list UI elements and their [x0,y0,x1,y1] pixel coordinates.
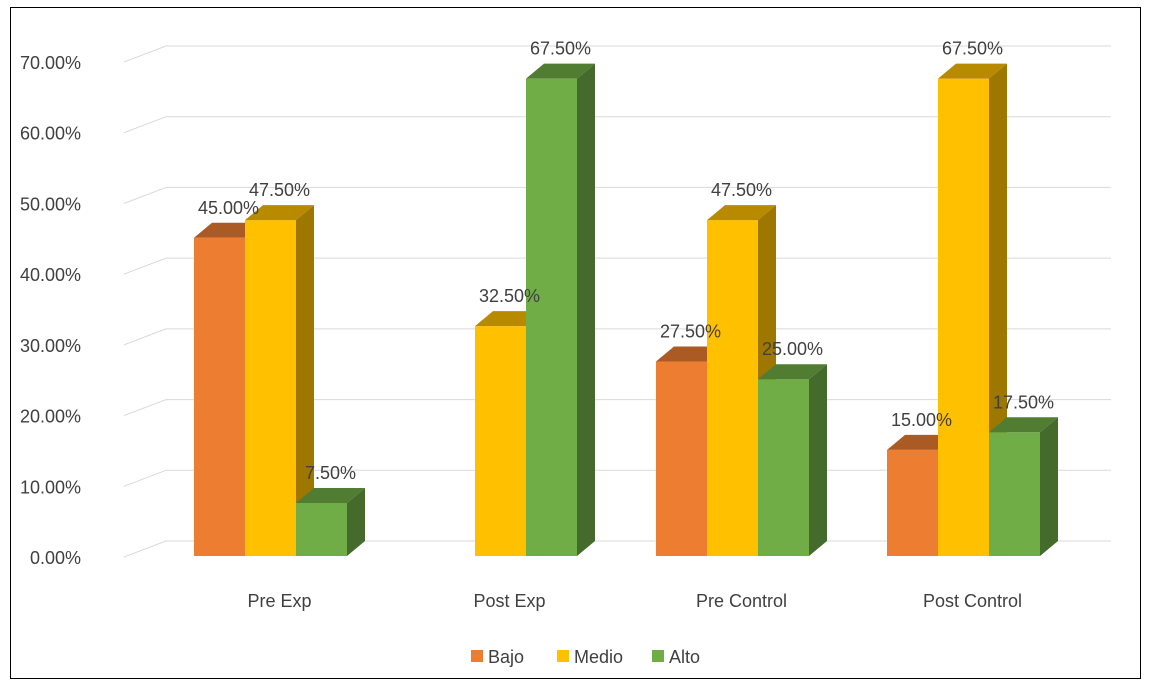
x-tick-label: Pre Control [696,591,787,611]
data-label: 45.00% [198,198,259,218]
bar-front [656,361,707,556]
legend-swatch [652,650,664,662]
gridline-depth [123,116,167,134]
legend-item: Medio [557,647,623,667]
gridline-depth [123,257,167,275]
data-label: 17.50% [993,392,1054,412]
legend-item: Bajo [471,647,524,667]
bar-front [938,78,989,556]
x-tick-label: Post Control [923,591,1022,611]
bar-side [347,487,365,556]
chart-frame: 0.00% 10.00% 20.00% 30.00% 40.00% 50.00% 60.00… [10,7,1141,679]
gridline-depth [123,328,167,346]
data-label: 47.50% [711,180,772,200]
legend-swatch [557,650,569,662]
bar-side [296,205,314,556]
data-label: 47.50% [249,180,310,200]
data-label: 27.50% [660,322,721,342]
gridline-depth [123,540,167,558]
bar-top [758,364,827,380]
y-tick-label: 70.00% [20,53,81,73]
bar-chart: 0.00% 10.00% 20.00% 30.00% 40.00% 50.00% 60.00… [20,39,1111,667]
data-label: 7.50% [305,463,356,483]
bar-front [989,432,1040,556]
bar-side [577,63,595,557]
bar [758,364,827,556]
data-label: 67.50% [530,39,591,59]
bar-front [245,220,296,556]
y-tick-label: 40.00% [20,265,81,285]
gridline-depth [123,45,167,63]
y-tick-label: 50.00% [20,194,81,214]
bar-top [296,487,365,503]
data-label: 67.50% [942,39,1003,59]
bar-top [707,205,776,221]
bar-side [809,364,827,556]
bar-front [475,326,526,556]
gridline-depth [123,399,167,417]
legend-label: Medio [574,647,623,667]
bar [245,205,314,556]
y-tick-label: 60.00% [20,124,81,144]
data-labels: 45.00%47.50%7.50%32.50%67.50%27.50%47.50… [198,39,1054,483]
legend-label: Alto [669,647,700,667]
y-axis-tick-labels: 0.00% 10.00% 20.00% 30.00% 40.00% 50.00% 60.00… [20,53,81,568]
bar-front [296,502,347,556]
bars [194,63,1058,557]
gridline-depth [123,469,167,487]
data-label: 32.50% [479,286,540,306]
bar [526,63,595,557]
bar-front [526,78,577,556]
data-label: 25.00% [762,339,823,359]
x-axis-tick-labels: Pre Exp Post Exp Pre Control Post Control [247,591,1022,611]
y-tick-label: 30.00% [20,336,81,356]
bar-front [194,237,245,557]
bar-top [526,63,595,79]
legend: Bajo Medio Alto [471,647,700,667]
y-tick-label: 10.00% [20,477,81,497]
legend-label: Bajo [488,647,524,667]
x-tick-label: Pre Exp [247,591,311,611]
bar [296,487,365,556]
y-tick-label: 20.00% [20,407,81,427]
bar [989,417,1058,556]
legend-item: Alto [652,647,700,667]
y-tick-label: 0.00% [30,548,81,568]
bar-front [758,379,809,556]
gridline-depth [123,186,167,204]
bar-front [707,220,758,556]
bar-top [989,417,1058,433]
data-label: 15.00% [891,410,952,430]
bar-side [1040,417,1058,556]
bar-top [245,205,314,221]
bar-front [887,449,938,556]
legend-swatch [471,650,483,662]
bar-top [938,63,1007,79]
x-tick-label: Post Exp [473,591,545,611]
